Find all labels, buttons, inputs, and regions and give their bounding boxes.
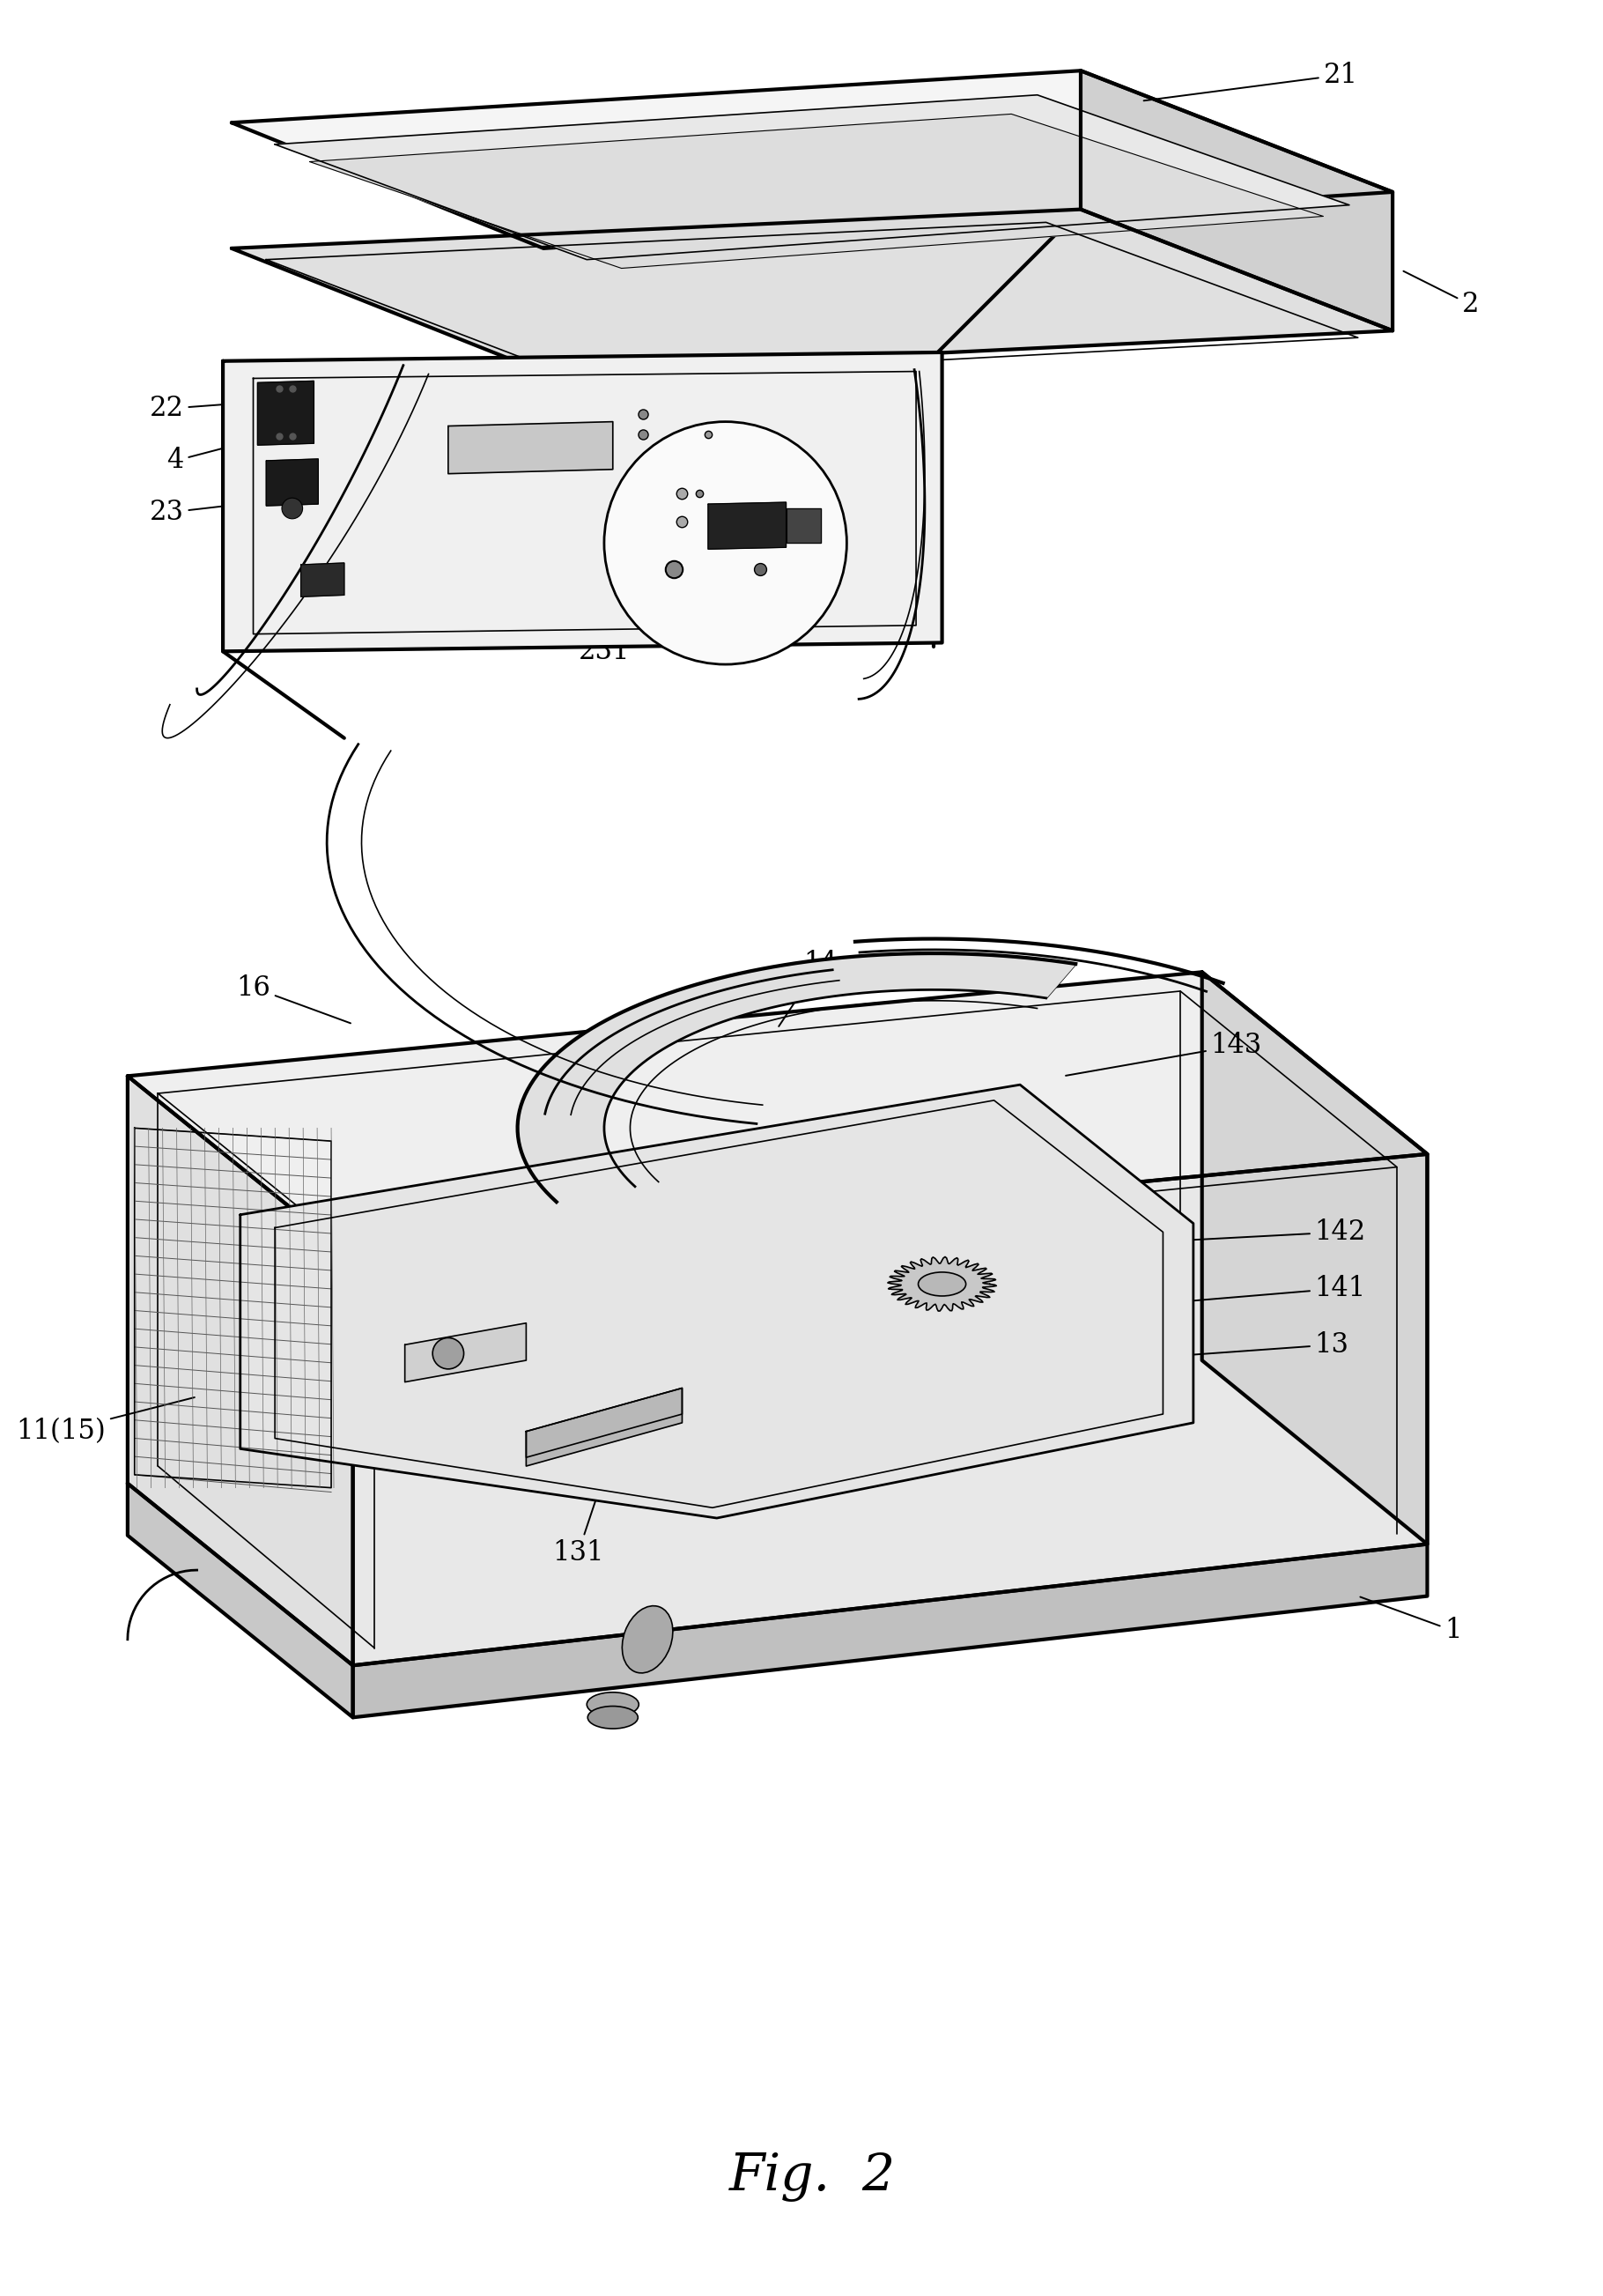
Ellipse shape — [587, 1692, 640, 1717]
Text: 143: 143 — [1066, 1033, 1262, 1075]
Polygon shape — [785, 507, 821, 544]
Text: 16: 16 — [236, 974, 351, 1024]
Polygon shape — [231, 209, 1393, 372]
Polygon shape — [258, 381, 314, 445]
Polygon shape — [518, 953, 1076, 1201]
Text: 142: 142 — [1178, 1219, 1366, 1247]
Text: 23: 23 — [149, 498, 277, 526]
Circle shape — [433, 1339, 463, 1368]
Text: 231: 231 — [579, 608, 715, 666]
Polygon shape — [1202, 971, 1427, 1545]
Text: 23: 23 — [220, 579, 316, 622]
Text: 2: 2 — [1404, 271, 1480, 319]
Text: 1: 1 — [1361, 1598, 1462, 1644]
Ellipse shape — [622, 1605, 673, 1674]
Circle shape — [604, 422, 846, 664]
Text: 4: 4 — [167, 436, 273, 475]
Polygon shape — [128, 971, 1427, 1258]
Text: 11(15): 11(15) — [16, 1398, 194, 1444]
Text: 131: 131 — [553, 1476, 604, 1566]
Polygon shape — [231, 71, 1393, 248]
Polygon shape — [128, 1077, 353, 1665]
Polygon shape — [274, 94, 1350, 259]
Polygon shape — [888, 1256, 997, 1311]
Polygon shape — [240, 1084, 1193, 1518]
Polygon shape — [266, 459, 319, 505]
Polygon shape — [353, 1545, 1427, 1717]
Polygon shape — [406, 1322, 526, 1382]
Text: 12: 12 — [710, 386, 803, 434]
Polygon shape — [301, 563, 345, 597]
Polygon shape — [309, 115, 1324, 269]
Text: 14: 14 — [779, 951, 837, 1026]
Text: 21: 21 — [1145, 62, 1358, 101]
Polygon shape — [1080, 71, 1393, 331]
Ellipse shape — [919, 1272, 967, 1295]
Polygon shape — [526, 1389, 683, 1467]
Text: 22: 22 — [149, 395, 281, 422]
Circle shape — [282, 498, 303, 519]
Ellipse shape — [588, 1706, 638, 1729]
Polygon shape — [709, 503, 785, 549]
Text: Fig.  2: Fig. 2 — [729, 2151, 896, 2202]
Text: A: A — [728, 468, 919, 521]
Text: 13: 13 — [1092, 1332, 1350, 1362]
Text: 141: 141 — [1084, 1274, 1366, 1311]
Text: 3: 3 — [702, 583, 915, 622]
Polygon shape — [449, 422, 612, 473]
Polygon shape — [223, 351, 943, 652]
Polygon shape — [353, 1155, 1427, 1665]
Polygon shape — [128, 1483, 353, 1717]
